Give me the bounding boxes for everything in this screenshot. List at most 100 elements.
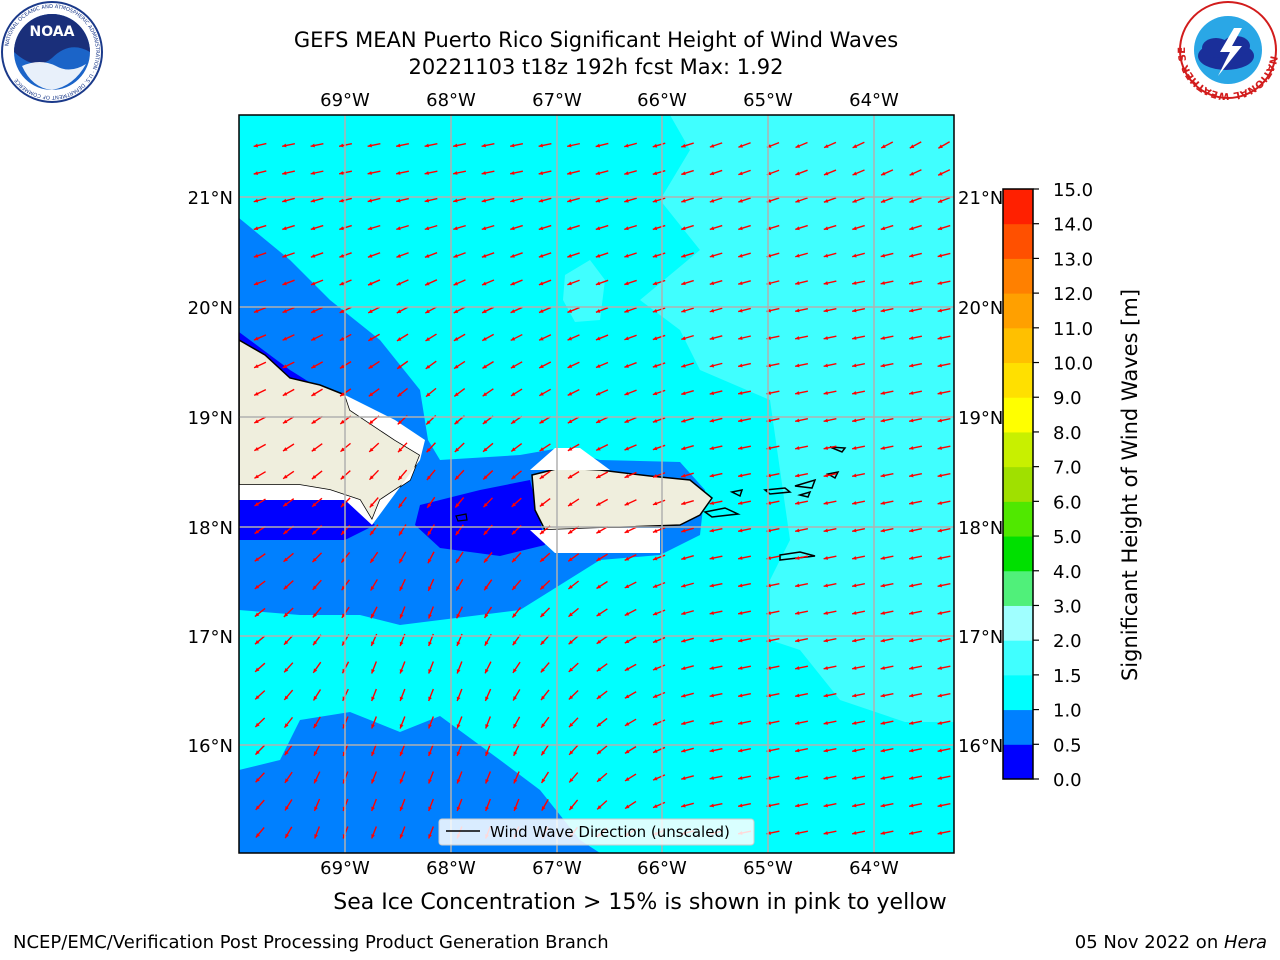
lon-ticks-bottom: 69°W 68°W 67°W 66°W 65°W 64°W bbox=[320, 858, 899, 879]
wave-arrow bbox=[456, 798, 463, 812]
wave-arrow bbox=[538, 197, 552, 203]
wave-arrow bbox=[399, 688, 406, 702]
wave-arrow bbox=[596, 690, 608, 700]
wave-arrow bbox=[484, 798, 492, 812]
colorbar-segment bbox=[1003, 327, 1033, 364]
colorbar-segment bbox=[1003, 570, 1033, 606]
wave-arrow bbox=[254, 744, 266, 756]
wave-arrow bbox=[540, 689, 550, 701]
wave-arrow bbox=[540, 771, 550, 784]
colorbar-segment bbox=[1003, 362, 1033, 398]
wave-arrow bbox=[908, 555, 923, 560]
colorbar-segment bbox=[1003, 709, 1033, 745]
wave-arrow bbox=[880, 610, 894, 615]
wave-arrow bbox=[652, 801, 666, 809]
wave-arrow bbox=[568, 607, 579, 618]
wave-arrow bbox=[908, 500, 923, 505]
wave-arrow bbox=[398, 496, 407, 509]
wave-arrow bbox=[794, 555, 809, 560]
wave-arrow bbox=[681, 720, 694, 726]
wave-arrow bbox=[709, 417, 723, 423]
wave-arrow bbox=[367, 143, 381, 148]
wave-arrow bbox=[737, 665, 752, 670]
wave-arrow bbox=[880, 665, 894, 670]
wave-arrow bbox=[652, 169, 666, 176]
colorbar-tick-label: 9.0 bbox=[1053, 388, 1082, 409]
wave-arrow bbox=[253, 334, 267, 341]
wave-arrow bbox=[681, 169, 694, 176]
wave-arrow bbox=[823, 390, 837, 395]
lat-tick-label-right: 17°N bbox=[958, 627, 1003, 648]
wave-arrow bbox=[652, 581, 666, 589]
noaa-wordmark: NOAA bbox=[30, 24, 75, 40]
wave-arrow bbox=[282, 279, 295, 286]
wave-arrow bbox=[880, 308, 894, 313]
wave-arrow bbox=[795, 197, 808, 203]
wave-arrow bbox=[937, 720, 951, 725]
wave-arrow bbox=[937, 308, 951, 313]
wave-arrow bbox=[908, 418, 923, 423]
wave-arrow bbox=[399, 771, 406, 784]
wave-arrow bbox=[282, 252, 295, 258]
wave-band-0-0.5-mona bbox=[239, 498, 375, 540]
wave-arrow bbox=[624, 608, 637, 617]
wave-arrow bbox=[484, 688, 492, 702]
wave-arrow bbox=[851, 830, 866, 835]
lon-tick-label-bottom: 64°W bbox=[849, 858, 899, 879]
wave-arrow bbox=[312, 689, 322, 701]
lon-tick-label-bottom: 66°W bbox=[637, 858, 687, 879]
wave-arrow bbox=[937, 583, 951, 588]
wave-arrow bbox=[737, 390, 752, 395]
wave-arrow bbox=[681, 334, 694, 341]
wave-arrow bbox=[737, 418, 752, 423]
wave-arrow bbox=[396, 279, 409, 286]
wave-arrow bbox=[596, 717, 608, 728]
wave-arrow bbox=[481, 306, 495, 314]
wave-arrow bbox=[595, 389, 609, 396]
wave-arrow bbox=[624, 636, 637, 644]
wave-arrow bbox=[255, 772, 265, 783]
wave-arrow bbox=[681, 224, 694, 231]
wave-arrow bbox=[452, 170, 467, 175]
wave-arrow bbox=[652, 334, 666, 341]
wave-arrow bbox=[456, 716, 463, 729]
wave-arrow bbox=[709, 638, 723, 643]
wave-band-0.5-1.0-south bbox=[239, 712, 600, 853]
colorbar-tick-label: 1.0 bbox=[1053, 701, 1082, 722]
wave-arrow bbox=[937, 665, 951, 670]
wave-arrow bbox=[253, 361, 267, 369]
wave-arrow bbox=[909, 224, 922, 231]
wave-arrow bbox=[596, 772, 608, 783]
wave-arrow bbox=[937, 528, 951, 533]
wave-arrow bbox=[313, 826, 321, 839]
wave-arrow bbox=[852, 224, 865, 231]
wave-arrow bbox=[681, 692, 694, 698]
wave-arrow bbox=[652, 307, 666, 313]
colorbar-segment bbox=[1003, 744, 1033, 780]
wave-arrow bbox=[397, 387, 408, 398]
wave-arrow bbox=[908, 830, 923, 835]
wave-arrow bbox=[737, 803, 752, 808]
wave-arrow bbox=[482, 470, 494, 480]
wave-arrow bbox=[937, 169, 951, 176]
wave-arrow bbox=[567, 224, 580, 231]
wave-arrow bbox=[738, 307, 751, 313]
lat-tick-label-left: 21°N bbox=[188, 188, 233, 209]
wave-arrow bbox=[595, 142, 609, 148]
wave-arrow bbox=[851, 555, 866, 560]
lon-tick-label-top: 64°W bbox=[849, 90, 899, 111]
wave-arrow bbox=[937, 500, 951, 505]
wave-arrow bbox=[567, 279, 580, 286]
wave-arrow bbox=[909, 169, 922, 176]
wave-arrow bbox=[908, 665, 923, 670]
wave-arrow bbox=[908, 583, 923, 588]
lat-tick-label-right: 21°N bbox=[958, 188, 1003, 209]
wave-arrow bbox=[737, 555, 752, 560]
wave-arrow bbox=[399, 743, 406, 757]
wave-arrow bbox=[424, 306, 438, 314]
wave-arrow bbox=[908, 280, 923, 285]
wave-arrow bbox=[880, 638, 894, 643]
wave-arrow bbox=[511, 470, 522, 480]
lat-ticks-right: 21°N 20°N 19°N 18°N 17°N 16°N bbox=[958, 188, 1003, 757]
wave-arrow bbox=[937, 610, 951, 615]
